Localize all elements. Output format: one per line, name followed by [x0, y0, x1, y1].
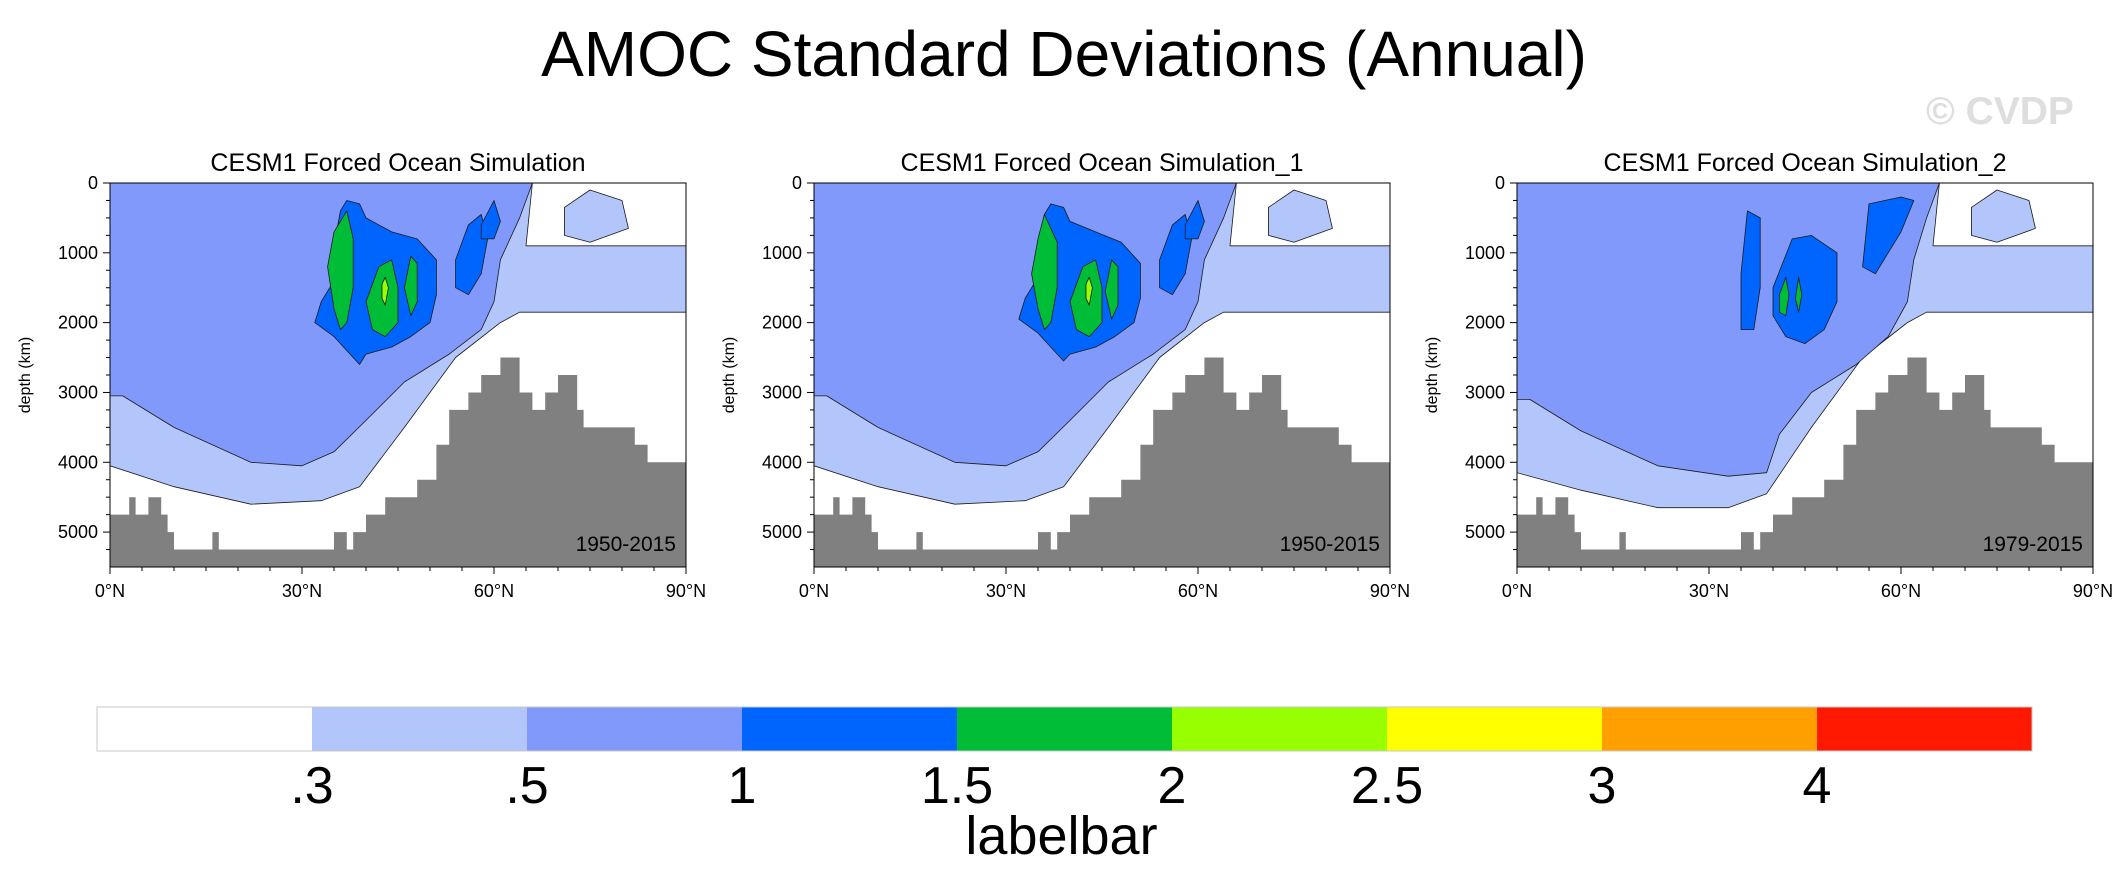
contour-region-9 — [1104, 259, 1119, 320]
labelbar-box-6 — [1172, 707, 1388, 751]
y-axis-label: depth (km) — [721, 337, 738, 413]
x-tick-label: 90°N — [666, 581, 706, 601]
contour-region-6 — [1862, 196, 1915, 275]
y-axis-label: depth (km) — [1424, 337, 1441, 413]
labelbar-box-2 — [312, 707, 528, 751]
labelbar-box-7 — [1387, 707, 1603, 751]
land-mask — [110, 357, 686, 567]
labelbar-label: 1 — [728, 757, 757, 815]
labelbar-box-8 — [1602, 707, 1818, 751]
x-tick-label: 90°N — [1370, 581, 1410, 601]
labelbar-label: 1.5 — [921, 757, 993, 815]
labelbar-label: 2 — [1158, 757, 1187, 815]
contour-field — [1517, 183, 2093, 567]
y-tick-label: 3000 — [58, 382, 98, 402]
y-tick-label: 1000 — [762, 243, 802, 263]
y-axis-label: depth (km) — [17, 337, 34, 413]
contour-region-2 — [1971, 189, 2036, 243]
y-tick-label: 1000 — [58, 243, 98, 263]
y-tick-label: 5000 — [58, 522, 98, 542]
y-tick-label: 0 — [88, 173, 98, 193]
labelbar-title: labelbar — [965, 806, 1157, 866]
period-label: 1950-2015 — [576, 533, 676, 556]
contour-region-7 — [1031, 213, 1058, 331]
contour-field — [814, 183, 1390, 567]
y-tick-label: 4000 — [762, 452, 802, 472]
x-tick-label: 30°N — [986, 581, 1026, 601]
y-tick-label: 5000 — [762, 522, 802, 542]
cvdp-watermark: © CVDP — [1926, 90, 2074, 133]
panel-title: CESM1 Forced Ocean Simulation — [210, 149, 585, 177]
labelbar-frame — [96, 706, 2033, 752]
land-mask — [1517, 357, 2093, 567]
y-tick-label: 3000 — [762, 382, 802, 402]
y-tick-label: 1000 — [1465, 243, 1505, 263]
labelbar-box-1 — [97, 707, 313, 751]
x-tick-label: 60°N — [1178, 581, 1218, 601]
x-tick-label: 60°N — [1881, 581, 1921, 601]
x-tick-label: 30°N — [282, 581, 322, 601]
panel-1: 0 1000 2000 3000 4000 5000 0°N 30°N 60°N 90°N dept… — [17, 149, 706, 601]
y-tick-label: 0 — [792, 173, 802, 193]
labelbar-label: .5 — [505, 757, 548, 815]
period-label: 1979-2015 — [1983, 533, 2083, 556]
labelbar-label: 3 — [1588, 757, 1617, 815]
land-mask — [814, 357, 1390, 567]
contour-region-7 — [1779, 276, 1790, 317]
panel-title: CESM1 Forced Ocean Simulation_1 — [901, 149, 1304, 177]
labelbar-box-4 — [742, 707, 958, 751]
contour-region-6 — [1184, 200, 1205, 240]
contour-field — [110, 183, 686, 567]
contour-region-10 — [1085, 276, 1093, 306]
y-tick-label: 2000 — [762, 313, 802, 333]
labelbar-box-9 — [1817, 707, 2033, 751]
y-tick-label: 2000 — [1465, 313, 1505, 333]
panel-3: 0 1000 2000 3000 4000 5000 0°N 30°N 60°N 90°N dept… — [1424, 149, 2113, 601]
period-label: 1950-2015 — [1280, 533, 1380, 556]
y-tick-label: 3000 — [1465, 382, 1505, 402]
x-tick-label: 60°N — [474, 581, 514, 601]
contour-region-9 — [403, 255, 418, 317]
x-tick-label: 0°N — [1502, 581, 1532, 601]
x-tick-label: 0°N — [799, 581, 829, 601]
chart-title: AMOC Standard Deviations (Annual) — [541, 18, 1587, 90]
panel-2: 0 1000 2000 3000 4000 5000 0°N 30°N 60°N 90°N dept… — [721, 149, 1410, 601]
y-tick-label: 4000 — [58, 452, 98, 472]
labelbar-label: 2.5 — [1351, 757, 1423, 815]
contour-region-10 — [381, 276, 389, 306]
contour-region-2 — [564, 189, 629, 243]
contour-region-6 — [480, 200, 501, 240]
contour-region-8 — [1795, 276, 1803, 313]
y-tick-label: 4000 — [1465, 452, 1505, 472]
contour-region-4 — [1772, 234, 1838, 345]
contour-region-5 — [455, 213, 489, 296]
labelbar-box-3 — [527, 707, 743, 751]
panel-title: CESM1 Forced Ocean Simulation_2 — [1604, 149, 2007, 177]
contour-region-7 — [327, 210, 354, 331]
y-tick-label: 5000 — [1465, 522, 1505, 542]
y-tick-label: 2000 — [58, 313, 98, 333]
contour-region-2 — [1268, 189, 1333, 243]
labelbar-label: 4 — [1803, 757, 1832, 815]
contour-region-5 — [1159, 213, 1192, 296]
x-tick-label: 90°N — [2073, 581, 2113, 601]
x-tick-label: 30°N — [1689, 581, 1729, 601]
x-tick-label: 0°N — [95, 581, 125, 601]
labelbar-label: .3 — [290, 757, 333, 815]
labelbar-box-5 — [957, 707, 1173, 751]
y-tick-label: 0 — [1495, 173, 1505, 193]
contour-region-5 — [1740, 210, 1761, 331]
